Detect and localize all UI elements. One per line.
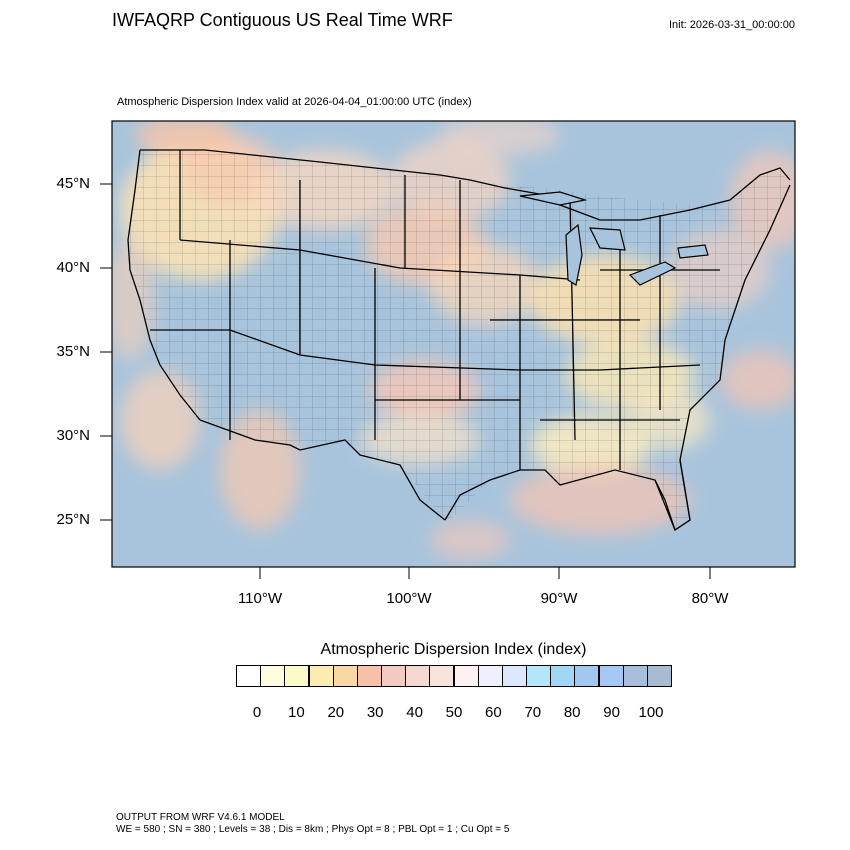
colorbar-swatch (550, 665, 576, 687)
colorbar-swatch (332, 665, 358, 687)
colorbar-tick-label: 60 (485, 704, 502, 721)
lat-label-30n: 30°N (56, 427, 90, 444)
model-info-line-1: OUTPUT FROM WRF V4.6.1 MODEL (116, 812, 285, 823)
colorbar-swatch (236, 665, 262, 687)
county-grid (128, 150, 790, 530)
colorbar-swatch (284, 665, 310, 687)
colorbar-swatch (453, 665, 479, 687)
plot-subtitle: Atmospheric Dispersion Index valid at 20… (117, 96, 472, 108)
map-frame (111, 120, 796, 568)
colorbar-swatch (574, 665, 600, 687)
init-time: Init: 2026-03-31_00:00:00 (669, 19, 795, 31)
florida-peninsula (654, 459, 691, 532)
lat-label-35n: 35°N (56, 343, 90, 360)
colorbar-tick-label: 50 (445, 704, 463, 721)
lat-label-25n: 25°N (56, 511, 90, 528)
colorbar-tick-label: 0 (252, 704, 262, 721)
colorbar-swatch (381, 665, 407, 687)
colorbar-swatch (260, 665, 286, 687)
colorbar-tick-label: 40 (406, 704, 423, 721)
colorbar-swatch (405, 665, 431, 687)
great-lakes (519, 191, 709, 286)
colorbar-swatch (526, 665, 552, 687)
lon-label-100w: 100°W (386, 590, 432, 607)
lon-label-80w: 80°W (691, 590, 729, 607)
colorbar-tick-label: 30 (366, 704, 384, 721)
plot-title: IWFAQRP Contiguous US Real Time WRF (112, 10, 453, 30)
colorbar-tick-label: 10 (288, 704, 305, 721)
lon-label-90w: 90°W (540, 590, 578, 607)
colorbar-swatch (646, 665, 672, 687)
west-coastline (127, 149, 201, 421)
colorbar-tick-label: 100 (638, 704, 664, 721)
lat-label-40n: 40°N (56, 259, 90, 276)
lon-label-110w: 110°W (237, 590, 283, 607)
lon-ticks (259, 567, 711, 579)
model-info-line-2: WE = 580 ; SN = 380 ; Levels = 38 ; Dis … (116, 824, 510, 835)
colorbar-swatch (622, 665, 648, 687)
colorbar-swatch (429, 665, 455, 687)
colorbar-tick-label: 70 (524, 704, 542, 721)
colorbar-swatch (477, 665, 503, 687)
legend-title: Atmospheric Dispersion Index (index) (320, 641, 587, 658)
colorbar-swatch (598, 665, 624, 687)
colorbar-tick-label: 80 (563, 704, 581, 721)
lat-ticks (100, 183, 112, 521)
colorbar-swatch (501, 665, 527, 687)
colorbar-tick-label: 90 (603, 704, 620, 721)
us-mexico-border (199, 419, 446, 521)
east-coastline (679, 184, 791, 461)
colorbar-tick-label: 20 (327, 704, 345, 721)
colorbar-swatch (308, 665, 334, 687)
model-info: OUTPUT FROM WRF V4.6.1 MODEL WE = 580 ; … (116, 812, 509, 836)
colorbar-swatch (356, 665, 382, 687)
lat-label-45n: 45°N (56, 175, 90, 192)
